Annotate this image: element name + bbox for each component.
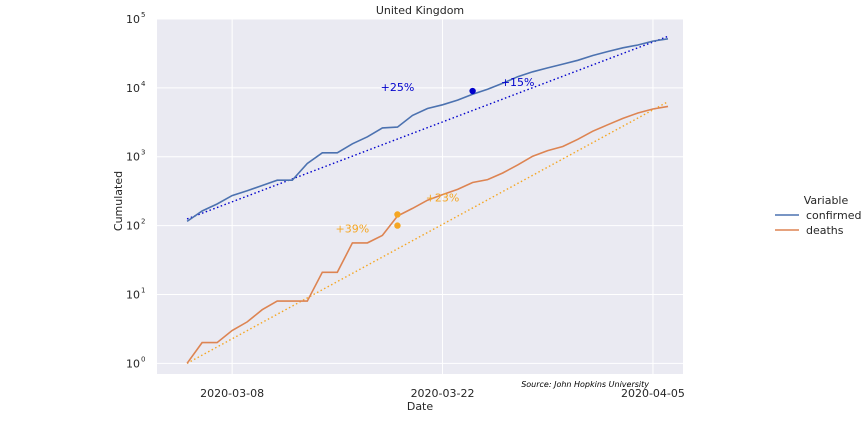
plot-background: [157, 19, 683, 374]
y-tick-exponent: 4: [141, 80, 146, 88]
y-tick-label: 10: [126, 220, 140, 233]
y-tick-exponent: 3: [141, 149, 145, 157]
annotation-confirmed: +25%: [381, 81, 415, 94]
y-tick-label: 10: [126, 288, 140, 301]
y-tick-exponent: 5: [141, 11, 145, 19]
x-tick-label: 2020-03-22: [411, 387, 475, 400]
y-axis-label: Cumulated: [112, 171, 125, 231]
series-lines: [186, 38, 669, 364]
trend-line-deaths: [186, 101, 669, 364]
marker-deaths: [394, 211, 401, 218]
annotations: +25% +15% +39% +23%: [336, 76, 535, 235]
trend-lines: [186, 35, 669, 364]
chart-title: United Kingdom: [376, 4, 464, 17]
y-tick-label: 10: [126, 82, 140, 95]
y-tick-exponent: 1: [141, 286, 145, 294]
legend-label-deaths: deaths: [806, 224, 844, 237]
series-line-confirmed: [186, 38, 669, 223]
legend-label-confirmed: confirmed: [806, 209, 861, 222]
marker-confirmed: [469, 87, 476, 95]
trend-line-confirmed: [186, 35, 669, 220]
y-tick-label: 10: [126, 151, 140, 164]
annotation-confirmed: +15%: [501, 76, 535, 89]
source-note: Source: John Hopkins University: [521, 380, 649, 389]
annotation-deaths: +23%: [426, 191, 460, 204]
y-tick-exponent: 0: [141, 355, 145, 363]
legend: Variable confirmed deaths: [775, 194, 861, 237]
marker-deaths: [394, 222, 401, 229]
annotation-deaths: +39%: [336, 222, 370, 235]
x-axis-ticks: 2020-03-08 2020-03-22 2020-04-05: [200, 387, 685, 400]
y-tick-label: 10: [126, 13, 140, 26]
series-line-deaths: [186, 105, 669, 364]
markers: [394, 87, 476, 229]
x-axis-label: Date: [407, 400, 434, 413]
y-tick-exponent: 2: [141, 218, 145, 226]
grid: [157, 18, 683, 374]
x-tick-label: 2020-04-05: [621, 387, 685, 400]
x-tick-label: 2020-03-08: [200, 387, 264, 400]
y-tick-label: 10: [126, 357, 140, 370]
legend-title: Variable: [804, 194, 849, 207]
